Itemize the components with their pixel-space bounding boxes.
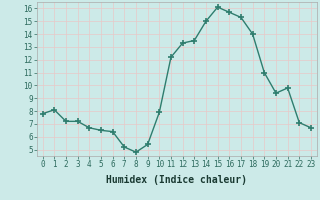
X-axis label: Humidex (Indice chaleur): Humidex (Indice chaleur) (106, 175, 247, 185)
